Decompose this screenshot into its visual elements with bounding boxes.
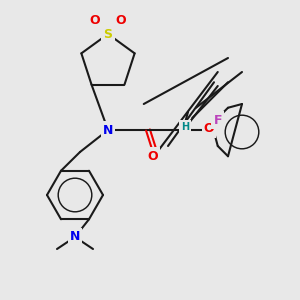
Text: F: F: [214, 113, 222, 127]
Text: O: O: [204, 122, 214, 136]
Text: H: H: [181, 122, 189, 132]
Text: N: N: [70, 230, 80, 244]
Text: O: O: [148, 149, 158, 163]
Text: S: S: [103, 28, 112, 40]
Text: N: N: [103, 124, 113, 136]
Text: O: O: [116, 14, 126, 28]
Text: O: O: [90, 14, 100, 28]
